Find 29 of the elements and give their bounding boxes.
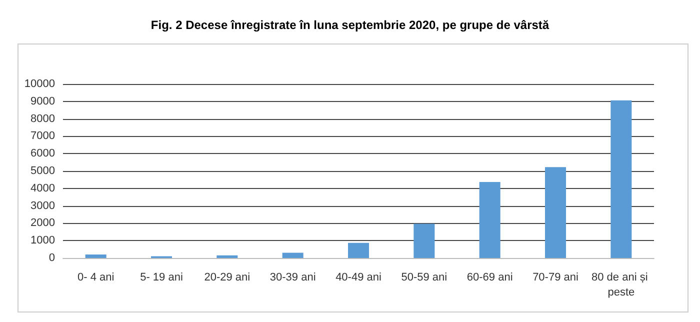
bar [479, 182, 500, 258]
x-tick-label: 30-39 ani [270, 272, 316, 284]
y-tick-label: 10000 [24, 78, 55, 90]
x-tick-label: 80 de ani și peste [592, 272, 651, 298]
x-tick-label: 60-69 ani [466, 272, 513, 284]
x-tick-label: 50-59 ani [401, 272, 448, 284]
x-tick-label: 5- 19 ani [140, 272, 183, 284]
bar [544, 167, 566, 258]
y-tick-label: 9000 [30, 95, 55, 108]
y-tick-label: 3000 [30, 200, 55, 212]
bar [216, 255, 238, 258]
bar [85, 254, 106, 258]
bar [282, 252, 304, 258]
y-tick-label: 8000 [30, 112, 55, 125]
bar [414, 224, 435, 258]
y-tick-label: 1000 [30, 234, 55, 247]
x-tick-label: 0- 4 ani [77, 272, 114, 284]
x-tick-label: 20-29 ani [204, 272, 250, 284]
chart-title: Fig. 2 Decese înregistrate în luna septembrie 2020, pe grupe de vârstă [150, 18, 550, 32]
y-tick-label: 4000 [30, 182, 55, 194]
bar [348, 242, 370, 258]
y-tick-label: 7000 [30, 130, 55, 142]
y-tick-label: 6000 [30, 148, 55, 160]
x-tick-label: 70-79 ani [532, 272, 578, 284]
y-tick-label: 2000 [30, 217, 55, 230]
bar [610, 100, 632, 258]
y-tick-label: 0 [48, 252, 55, 264]
y-tick-label: 5000 [30, 165, 55, 177]
x-tick-label: 40-49 ani [336, 272, 382, 284]
